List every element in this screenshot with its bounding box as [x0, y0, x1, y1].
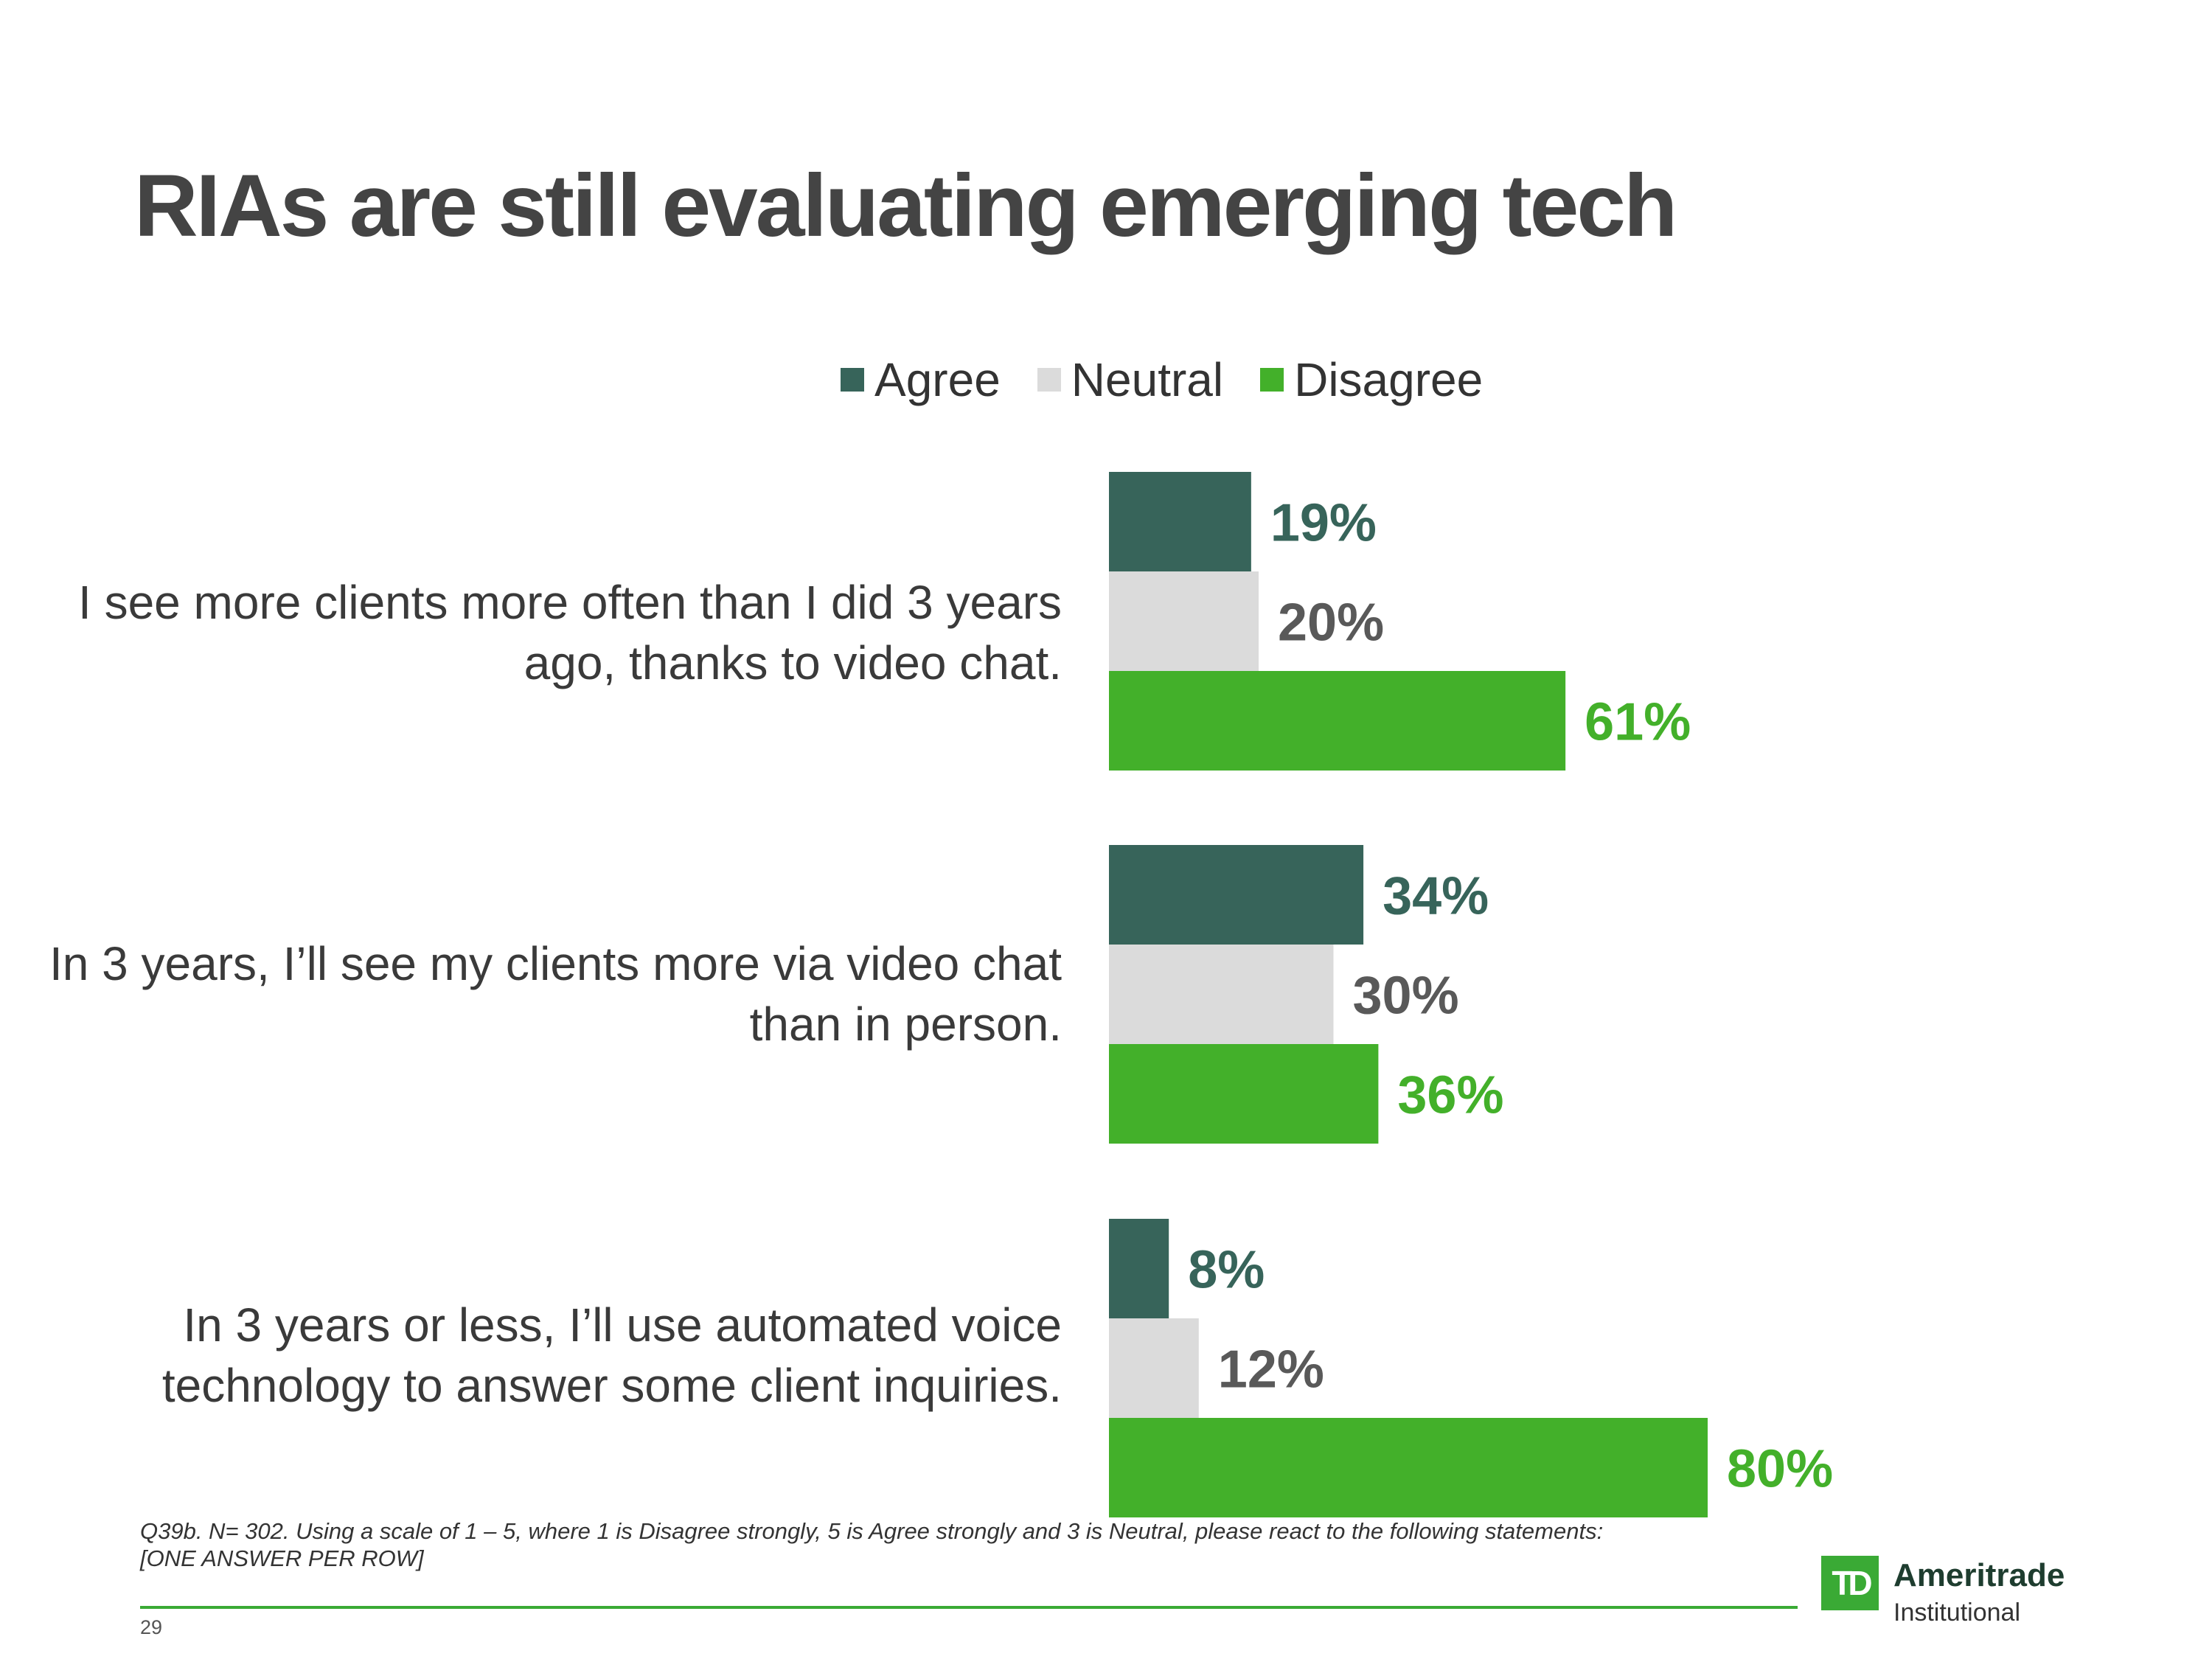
- legend-item-agree: Agree: [841, 352, 1001, 407]
- data-label-disagree-2: 36%: [1397, 1066, 1503, 1125]
- footer-divider: [140, 1606, 1798, 1609]
- bar-neutral-2: [1109, 945, 1334, 1044]
- legend-swatch-agree: [841, 368, 864, 392]
- data-label-neutral-1: 20%: [1278, 594, 1384, 653]
- data-label-agree-2: 34%: [1382, 867, 1489, 926]
- bar-agree-1: [1109, 472, 1251, 571]
- legend-label-neutral: Neutral: [1071, 353, 1224, 406]
- bar-agree-3: [1109, 1219, 1169, 1318]
- page-number: 29: [140, 1616, 163, 1638]
- legend-label-agree: Agree: [874, 353, 1001, 406]
- legend-label-disagree: Disagree: [1294, 353, 1484, 406]
- bar-neutral-1: [1109, 571, 1259, 671]
- logo-subtitle: Institutional: [1893, 1599, 2020, 1627]
- legend-swatch-disagree: [1260, 368, 1284, 392]
- category-label-video-chat-now: I see more clients more often than I did…: [78, 576, 1062, 689]
- bar-neutral-3: [1109, 1318, 1199, 1418]
- category-label-video-chat-future: In 3 years, I’ll see my clients more via…: [49, 937, 1062, 1051]
- data-label-disagree-1: 61%: [1585, 693, 1691, 752]
- legend-item-neutral: Neutral: [1037, 352, 1223, 407]
- bar-agree-2: [1109, 845, 1364, 945]
- td-logo-mark: TD: [1821, 1556, 1879, 1610]
- legend-item-disagree: Disagree: [1260, 352, 1483, 407]
- data-label-agree-3: 8%: [1188, 1241, 1265, 1300]
- logo-name: Ameritrade: [1893, 1557, 2065, 1593]
- footnote: Q39b. N= 302. Using a scale of 1 – 5, wh…: [140, 1518, 1604, 1571]
- legend-swatch-neutral: [1037, 368, 1061, 392]
- data-label-disagree-3: 80%: [1727, 1440, 1833, 1499]
- data-label-agree-1: 19%: [1270, 494, 1377, 553]
- chart-legend: Agree Neutral Disagree: [841, 352, 1520, 407]
- bar-disagree-2: [1109, 1044, 1379, 1144]
- bar-disagree-3: [1109, 1418, 1708, 1517]
- data-label-neutral-3: 12%: [1218, 1340, 1324, 1399]
- bar-disagree-1: [1109, 671, 1566, 771]
- data-label-neutral-2: 30%: [1353, 967, 1459, 1026]
- page-title: RIAs are still evaluating emerging tech: [134, 156, 1677, 255]
- category-label-automated-voice: In 3 years or less, I’ll use automated v…: [161, 1298, 1062, 1412]
